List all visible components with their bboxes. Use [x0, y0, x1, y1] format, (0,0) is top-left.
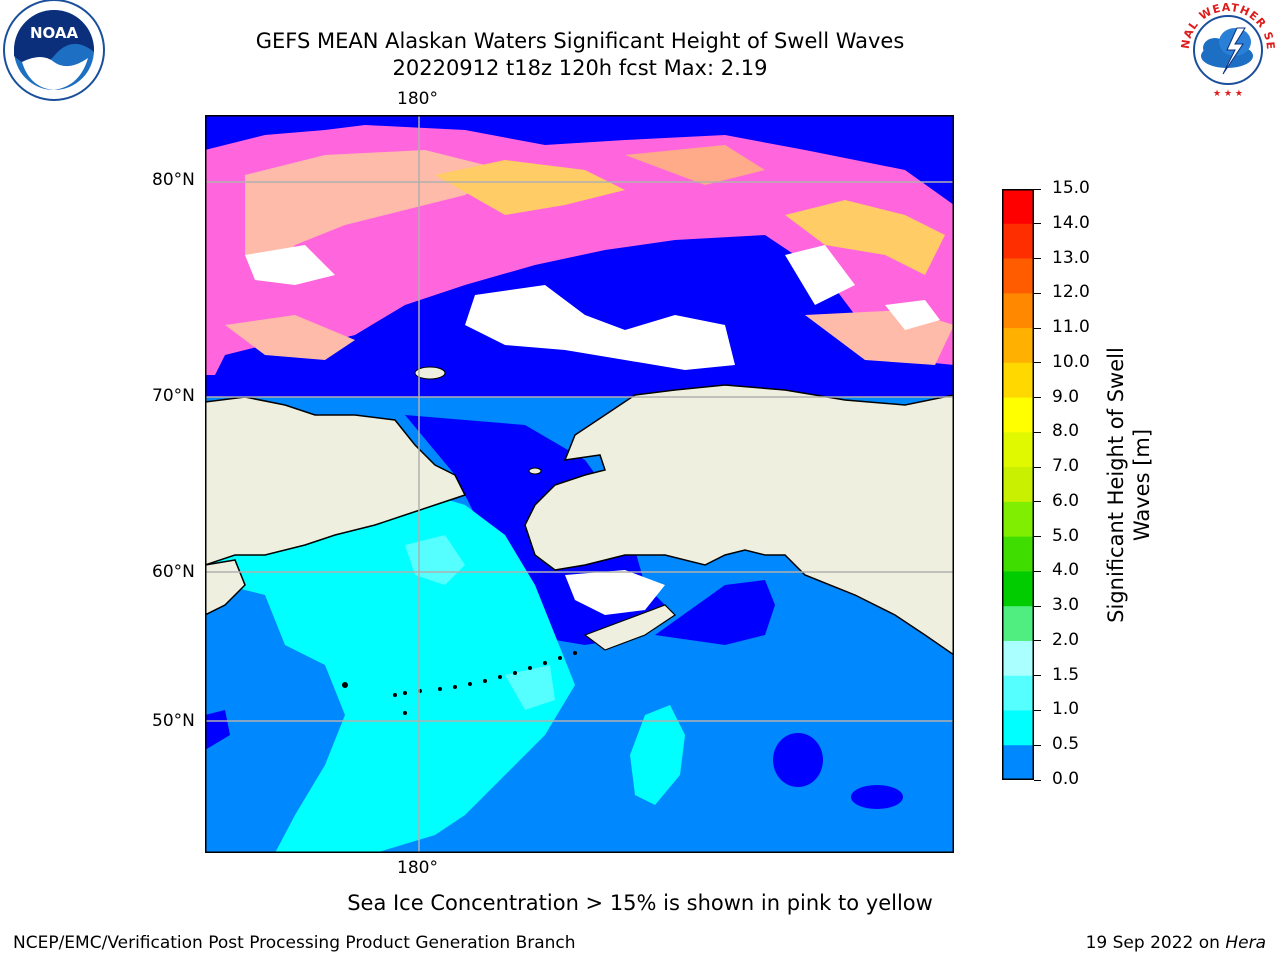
colorbar-tick-label: 13.0	[1052, 247, 1090, 268]
chart-title: GEFS MEAN Alaskan Waters Significant Hei…	[255, 29, 905, 53]
colorbar-segment	[1002, 606, 1034, 642]
colorbar-tick	[1034, 501, 1041, 503]
sea-ice-note: Sea Ice Concentration > 15% is shown in …	[347, 891, 933, 915]
colorbar-tick	[1034, 466, 1041, 468]
north-pacific-swell-area	[205, 490, 575, 853]
colorbar-segment	[1002, 710, 1034, 746]
colorbar-segment	[1002, 432, 1034, 468]
colorbar-tick	[1034, 536, 1041, 538]
colorbar-tick-label: 14.0	[1052, 212, 1090, 233]
colorbar-segment	[1002, 223, 1034, 260]
colorbar-tick-label: 4.0	[1052, 560, 1080, 581]
footer-credit: NCEP/EMC/Verification Post Processing Pr…	[13, 933, 576, 953]
colorbar-segment	[1002, 328, 1034, 364]
colorbar-tick	[1034, 258, 1041, 260]
colorbar-tick	[1034, 675, 1041, 677]
lat-label-80n: 80°N	[152, 170, 195, 190]
colorbar-segment	[1002, 362, 1034, 399]
colorbar-tick	[1034, 188, 1041, 190]
colorbar-segment	[1002, 467, 1034, 503]
colorbar-tick-label: 5.0	[1052, 525, 1080, 546]
svg-text:★ ★ ★: ★ ★ ★	[1213, 89, 1243, 99]
colorbar-tick-label: 12.0	[1052, 282, 1090, 303]
colorbar	[1002, 189, 1034, 781]
noaa-logo: NOAA	[2, 0, 106, 104]
colorbar-segment	[1002, 258, 1034, 294]
colorbar-tick	[1034, 397, 1041, 399]
colorbar-tick-label: 7.0	[1052, 456, 1080, 477]
lat-label-70n: 70°N	[152, 386, 195, 406]
colorbar-segment	[1002, 640, 1034, 677]
colorbar-tick-label: 1.0	[1052, 699, 1080, 720]
lat-label-50n: 50°N	[152, 711, 195, 731]
colorbar-tick-label: 8.0	[1052, 421, 1080, 442]
footer-date-text: 19 Sep 2022 on	[1085, 933, 1226, 953]
colorbar-tick	[1034, 362, 1041, 364]
colorbar-tick	[1034, 570, 1041, 572]
colorbar-tick-label: 9.0	[1052, 386, 1080, 407]
colorbar-tick	[1034, 292, 1041, 294]
footer-machine: Hera	[1225, 933, 1266, 953]
aleutian-islands	[342, 651, 577, 715]
noaa-logo-text: NOAA	[30, 24, 79, 42]
colorbar-tick-label: 10.0	[1052, 351, 1090, 372]
colorbar-segment	[1002, 397, 1034, 433]
colorbar-tick	[1034, 605, 1041, 607]
chart-subtitle: 20220912 t18z 120h fcst Max: 2.19	[392, 56, 768, 80]
no-data-area	[465, 285, 735, 370]
siberia-landmass	[204, 396, 467, 567]
colorbar-tick-label: 2.0	[1052, 629, 1080, 650]
colorbar-tick	[1034, 779, 1041, 781]
colorbar-tick	[1034, 744, 1041, 746]
colorbar-tick-label: 0.5	[1052, 734, 1080, 755]
colorbar-tick-label: 11.0	[1052, 317, 1090, 338]
swell-height-map	[204, 115, 955, 853]
colorbar-segment	[1002, 536, 1034, 572]
lon-label-top: 180°	[397, 89, 438, 109]
colorbar-tick	[1034, 709, 1041, 711]
colorbar-segment	[1002, 571, 1034, 607]
colorbar-title: Significant Height of Swell Waves [m]	[1104, 347, 1154, 623]
colorbar-tick-label: 3.0	[1052, 595, 1080, 616]
colorbar-segment	[1002, 293, 1034, 329]
colorbar-tick-label: 6.0	[1052, 490, 1080, 511]
colorbar-segment	[1002, 501, 1034, 538]
colorbar-segment	[1002, 745, 1034, 781]
footer-date: 19 Sep 2022 on Hera	[1086, 933, 1266, 953]
lon-label-bottom: 180°	[397, 858, 438, 878]
colorbar-tick	[1034, 327, 1041, 329]
colorbar-segment	[1002, 189, 1034, 225]
colorbar-segment	[1002, 675, 1034, 711]
lat-label-60n: 60°N	[152, 562, 195, 582]
colorbar-tick	[1034, 223, 1041, 225]
graticule	[205, 115, 954, 853]
national-weather-service-logo: NATIONAL WEATHER SERVICE ★ ★ ★	[1172, 0, 1280, 104]
colorbar-tick-label: 15.0	[1052, 178, 1090, 198]
colorbar-tick-label: 1.5	[1052, 664, 1080, 685]
colorbar-tick	[1034, 431, 1041, 433]
colorbar-tick	[1034, 640, 1041, 642]
colorbar-tick-label: 0.0	[1052, 769, 1080, 789]
